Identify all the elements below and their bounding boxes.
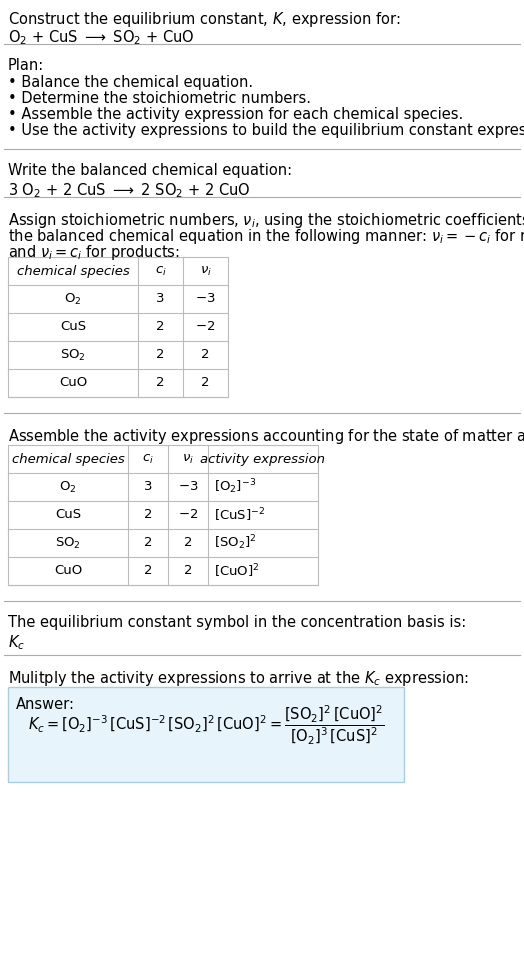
Text: $[\mathrm{O_2}]^{-3}$: $[\mathrm{O_2}]^{-3}$	[214, 478, 256, 496]
Text: $K_c = [\mathrm{O_2}]^{-3}\,[\mathrm{CuS}]^{-2}\,[\mathrm{SO_2}]^{2}\,[\mathrm{C: $K_c = [\mathrm{O_2}]^{-3}\,[\mathrm{CuS…	[28, 703, 385, 747]
Text: $-3$: $-3$	[178, 480, 198, 494]
Text: $K_c$: $K_c$	[8, 633, 25, 652]
Text: CuO: CuO	[54, 564, 82, 578]
Text: 3: 3	[156, 292, 165, 306]
Text: 2: 2	[144, 508, 152, 522]
Text: 2: 2	[156, 321, 165, 333]
Text: $-3$: $-3$	[195, 292, 216, 306]
Text: $-2$: $-2$	[178, 508, 198, 522]
Text: 2: 2	[201, 349, 210, 361]
Text: $c_i$: $c_i$	[155, 264, 167, 278]
Text: • Assemble the activity expression for each chemical species.: • Assemble the activity expression for e…	[8, 107, 463, 122]
Text: CuS: CuS	[55, 508, 81, 522]
Text: Construct the equilibrium constant, $K$, expression for:: Construct the equilibrium constant, $K$,…	[8, 10, 401, 29]
Text: chemical species: chemical species	[12, 453, 124, 465]
Text: CuO: CuO	[59, 377, 87, 389]
Text: $\mathrm{SO_2}$: $\mathrm{SO_2}$	[55, 535, 81, 551]
Text: $-2$: $-2$	[195, 321, 215, 333]
Text: 2: 2	[156, 349, 165, 361]
Text: • Balance the chemical equation.: • Balance the chemical equation.	[8, 75, 253, 90]
Bar	[8, 687, 404, 782]
Text: $\mathrm{SO_2}$: $\mathrm{SO_2}$	[60, 348, 86, 362]
Text: $[\mathrm{SO_2}]^{2}$: $[\mathrm{SO_2}]^{2}$	[214, 533, 257, 553]
Text: activity expression: activity expression	[201, 453, 325, 465]
Text: 2: 2	[156, 377, 165, 389]
Text: • Determine the stoichiometric numbers.: • Determine the stoichiometric numbers.	[8, 91, 311, 106]
Text: $\mathrm{O_2}$ + CuS $\longrightarrow$ $\mathrm{SO_2}$ + CuO: $\mathrm{O_2}$ + CuS $\longrightarrow$ $…	[8, 28, 194, 47]
Text: $\nu_i$: $\nu_i$	[200, 264, 212, 278]
Bar	[8, 445, 318, 585]
Text: 2: 2	[144, 564, 152, 578]
Text: $\mathrm{O_2}$: $\mathrm{O_2}$	[64, 291, 82, 307]
Text: Plan:: Plan:	[8, 58, 44, 73]
Text: the balanced chemical equation in the following manner: $\nu_i = -c_i$ for react: the balanced chemical equation in the fo…	[8, 227, 524, 246]
Text: 3: 3	[144, 480, 152, 494]
Text: Write the balanced chemical equation:: Write the balanced chemical equation:	[8, 163, 292, 178]
Text: 2: 2	[144, 536, 152, 550]
Text: chemical species: chemical species	[17, 264, 129, 278]
Text: 2: 2	[184, 536, 192, 550]
Text: • Use the activity expressions to build the equilibrium constant expression.: • Use the activity expressions to build …	[8, 123, 524, 138]
Text: $[\mathrm{CuO}]^{2}$: $[\mathrm{CuO}]^{2}$	[214, 562, 259, 579]
Text: 2: 2	[201, 377, 210, 389]
Text: $c_i$: $c_i$	[142, 453, 154, 465]
Text: CuS: CuS	[60, 321, 86, 333]
Text: $[\mathrm{CuS}]^{-2}$: $[\mathrm{CuS}]^{-2}$	[214, 506, 265, 524]
Text: 3 $\mathrm{O_2}$ + 2 CuS $\longrightarrow$ 2 $\mathrm{SO_2}$ + 2 CuO: 3 $\mathrm{O_2}$ + 2 CuS $\longrightarro…	[8, 181, 250, 200]
Text: Assemble the activity expressions accounting for the state of matter and $\nu_i$: Assemble the activity expressions accoun…	[8, 427, 524, 446]
Text: 2: 2	[184, 564, 192, 578]
Text: $\mathrm{O_2}$: $\mathrm{O_2}$	[59, 480, 77, 495]
Text: and $\nu_i = c_i$ for products:: and $\nu_i = c_i$ for products:	[8, 243, 180, 262]
Bar	[8, 257, 228, 397]
Text: Assign stoichiometric numbers, $\nu_i$, using the stoichiometric coefficients, $: Assign stoichiometric numbers, $\nu_i$, …	[8, 211, 524, 230]
Text: The equilibrium constant symbol in the concentration basis is:: The equilibrium constant symbol in the c…	[8, 615, 466, 630]
Text: Answer:: Answer:	[16, 697, 75, 712]
Text: $\nu_i$: $\nu_i$	[182, 453, 194, 465]
Text: Mulitply the activity expressions to arrive at the $K_c$ expression:: Mulitply the activity expressions to arr…	[8, 669, 469, 688]
